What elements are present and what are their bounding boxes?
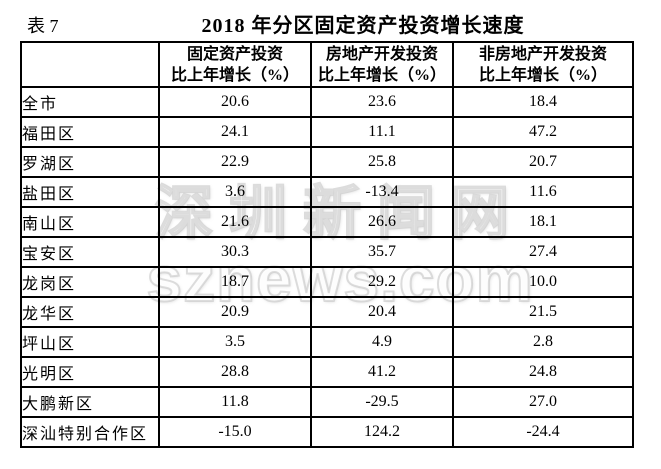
row-label: 宝安区 xyxy=(20,236,160,268)
column-header-line: 比上年增长（%） xyxy=(317,66,446,84)
cell-value: 27.0 xyxy=(452,386,634,418)
cell-value: -15.0 xyxy=(158,416,312,448)
cell-value: -24.4 xyxy=(452,416,634,448)
document-header: 表 7 2018 年分区固定资产投资增长速度 xyxy=(0,0,661,40)
cell-value: 25.8 xyxy=(310,146,454,178)
table-row: 宝安区 30.3 35.7 27.4 xyxy=(20,236,634,268)
table-row: 龙华区 20.9 20.4 21.5 xyxy=(20,296,634,328)
cell-value: 11.8 xyxy=(158,386,312,418)
cell-value: 18.4 xyxy=(452,86,634,118)
cell-value: 2.8 xyxy=(452,326,634,358)
table-row: 大鹏新区 11.8 -29.5 27.0 xyxy=(20,386,634,418)
cell-value: 41.2 xyxy=(310,356,454,388)
cell-value: 22.9 xyxy=(158,146,312,178)
cell-value: 20.4 xyxy=(310,296,454,328)
cell-value: 3.5 xyxy=(158,326,312,358)
row-label: 盐田区 xyxy=(20,176,160,208)
table-row: 盐田区 3.6 -13.4 11.6 xyxy=(20,176,634,208)
table-row: 南山区 21.6 26.6 18.1 xyxy=(20,206,634,238)
cell-value: 21.5 xyxy=(452,296,634,328)
column-header-non-real-estate: 非房地产开发投资 比上年增长（%） xyxy=(452,41,634,88)
row-label: 龙岗区 xyxy=(20,266,160,298)
table-row: 福田区 24.1 11.1 47.2 xyxy=(20,116,634,148)
row-label: 罗湖区 xyxy=(20,146,160,178)
cell-value: 20.6 xyxy=(158,86,312,118)
investment-growth-table: 固定资产投资 比上年增长（%） 房地产开发投资 比上年增长（%） 非房地产开发投… xyxy=(20,41,634,448)
cell-value: 23.6 xyxy=(310,86,454,118)
row-label: 坪山区 xyxy=(20,326,160,358)
cell-value: 47.2 xyxy=(452,116,634,148)
cell-value: 18.1 xyxy=(452,206,634,238)
column-header-line: 固定资产投资 xyxy=(186,45,283,63)
cell-value: -13.4 xyxy=(310,176,454,208)
corner-cell xyxy=(20,41,160,88)
table-row: 光明区 28.8 41.2 24.8 xyxy=(20,356,634,388)
table-row: 龙岗区 18.7 29.2 10.0 xyxy=(20,266,634,298)
cell-value: 24.1 xyxy=(158,116,312,148)
cell-value: 20.7 xyxy=(452,146,634,178)
row-label: 龙华区 xyxy=(20,296,160,328)
cell-value: 26.6 xyxy=(310,206,454,238)
table-row: 全市 20.6 23.6 18.4 xyxy=(20,86,634,118)
cell-value: 28.8 xyxy=(158,356,312,388)
cell-value: 18.7 xyxy=(158,266,312,298)
column-header-line: 非房地产开发投资 xyxy=(478,45,607,63)
cell-value: 24.8 xyxy=(452,356,634,388)
cell-value: 3.6 xyxy=(158,176,312,208)
column-header-line: 比上年增长（%） xyxy=(170,66,299,84)
table-row: 深汕特别合作区 -15.0 124.2 -24.4 xyxy=(20,416,634,448)
cell-value: 21.6 xyxy=(158,206,312,238)
row-label: 光明区 xyxy=(20,356,160,388)
table-number-label: 表 7 xyxy=(27,16,59,36)
cell-value: 124.2 xyxy=(310,416,454,448)
column-header-line: 房地产开发投资 xyxy=(325,45,438,63)
cell-value: 4.9 xyxy=(310,326,454,358)
cell-value: 29.2 xyxy=(310,266,454,298)
column-header-fixed-asset: 固定资产投资 比上年增长（%） xyxy=(158,41,312,88)
table-header-row: 固定资产投资 比上年增长（%） 房地产开发投资 比上年增长（%） 非房地产开发投… xyxy=(20,41,634,88)
cell-value: 11.6 xyxy=(452,176,634,208)
cell-value: 11.1 xyxy=(310,116,454,148)
table-row: 罗湖区 22.9 25.8 20.7 xyxy=(20,146,634,178)
cell-value: 20.9 xyxy=(158,296,312,328)
cell-value: 27.4 xyxy=(452,236,634,268)
cell-value: 30.3 xyxy=(158,236,312,268)
page-title: 2018 年分区固定资产投资增长速度 xyxy=(201,15,525,37)
table-row: 坪山区 3.5 4.9 2.8 xyxy=(20,326,634,358)
cell-value: 10.0 xyxy=(452,266,634,298)
row-label: 福田区 xyxy=(20,116,160,148)
cell-value: -29.5 xyxy=(310,386,454,418)
row-label: 深汕特别合作区 xyxy=(20,416,160,448)
column-header-real-estate: 房地产开发投资 比上年增长（%） xyxy=(310,41,454,88)
row-label: 大鹏新区 xyxy=(20,386,160,418)
row-label: 全市 xyxy=(20,86,160,118)
cell-value: 35.7 xyxy=(310,236,454,268)
row-label: 南山区 xyxy=(20,206,160,238)
column-header-line: 比上年增长（%） xyxy=(478,66,607,84)
